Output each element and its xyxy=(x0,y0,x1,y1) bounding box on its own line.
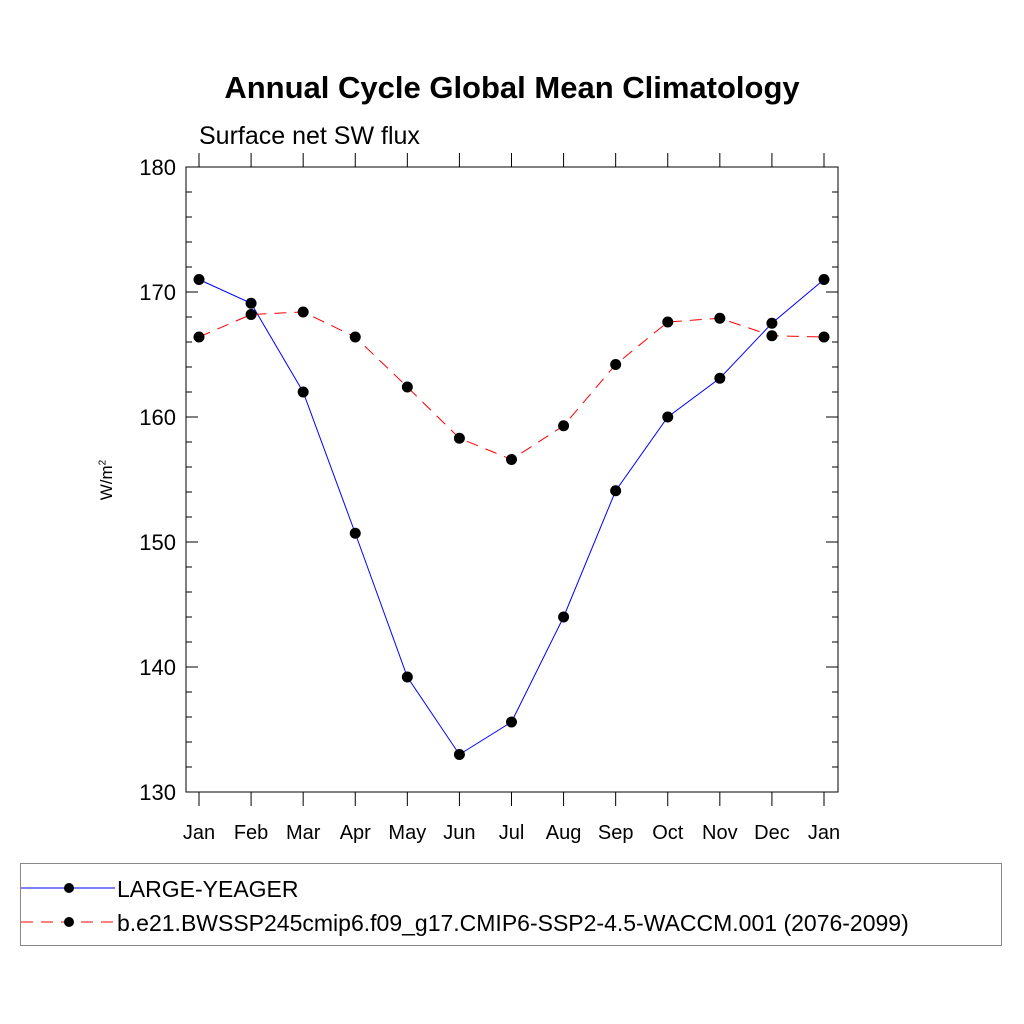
series-1-point xyxy=(714,312,726,324)
x-tick-label: Apr xyxy=(340,822,371,844)
plot-frame xyxy=(185,166,839,793)
series-0-point xyxy=(610,485,622,497)
series-1-point xyxy=(766,330,778,342)
series-0-point xyxy=(506,716,517,728)
plot-area: 130 140 150 160 170 180 Jan Feb Mar Apr May Jun Jul A… xyxy=(139,153,840,844)
series-1-point xyxy=(558,420,570,432)
series-0-point xyxy=(818,274,830,285)
series-1-point xyxy=(818,331,830,343)
x-tick-label: Nov xyxy=(702,822,738,844)
series-1-point xyxy=(349,331,361,343)
x-tick-label: Mar xyxy=(286,822,321,844)
series-1-point xyxy=(401,381,413,393)
chart-subtitle: Surface net SW flux xyxy=(199,122,420,150)
series-0-point xyxy=(662,411,674,423)
series-0-point xyxy=(714,372,726,384)
y-tick-label: 130 xyxy=(139,780,176,805)
series-line-0 xyxy=(198,279,825,756)
series-0-point xyxy=(558,611,570,623)
y-tick-label: 170 xyxy=(139,280,176,305)
series-1-point xyxy=(662,316,674,328)
y-tick-label: 140 xyxy=(139,655,176,680)
legend-symbol-1 xyxy=(21,917,115,927)
legend: LARGE-YEAGER b.e21.BWSSP245cmip6.f09_g17… xyxy=(20,863,1002,946)
series-1-point xyxy=(453,432,465,444)
y-tick-label: 180 xyxy=(139,155,176,180)
series-0-point xyxy=(401,671,413,683)
series-1-point xyxy=(245,309,257,320)
legend-item-1: b.e21.BWSSP245cmip6.f09_g17.CMIP6-SSP2-4… xyxy=(21,906,1001,938)
x-tick-label: Dec xyxy=(754,822,790,844)
legend-label-1: b.e21.BWSSP245cmip6.f09_g17.CMIP6-SSP2-4… xyxy=(117,910,909,936)
series-1-point xyxy=(610,359,622,370)
series-0-point xyxy=(297,386,309,398)
chart-title: Annual Cycle Global Mean Climatology xyxy=(224,70,800,105)
x-tick-label: Jan xyxy=(808,822,840,844)
series-1-point xyxy=(193,331,205,343)
legend-item-0: LARGE-YEAGER xyxy=(21,872,1001,904)
x-tick-label: Jul xyxy=(499,822,525,844)
legend-symbol-0 xyxy=(21,883,115,893)
x-tick-label: Jun xyxy=(443,822,475,844)
series-1-point xyxy=(506,454,517,465)
x-tick-label: Feb xyxy=(234,822,268,844)
x-tick-label: Aug xyxy=(546,822,582,844)
x-tick-label: Oct xyxy=(652,822,684,844)
series-line-1 xyxy=(198,311,825,461)
y-tick-label: 150 xyxy=(139,530,176,555)
x-tick-label: Sep xyxy=(598,822,634,844)
x-tick-label: Jan xyxy=(183,822,215,844)
series-0-point xyxy=(453,749,465,760)
legend-label-0: LARGE-YEAGER xyxy=(117,876,299,902)
series-0-point xyxy=(349,527,361,539)
series-1-point xyxy=(297,306,309,318)
series-0-point xyxy=(245,297,257,309)
series-0-point xyxy=(766,317,778,329)
x-tick-label: May xyxy=(388,822,426,844)
series-0-point xyxy=(193,274,205,285)
y-tick-label: 160 xyxy=(139,405,176,430)
